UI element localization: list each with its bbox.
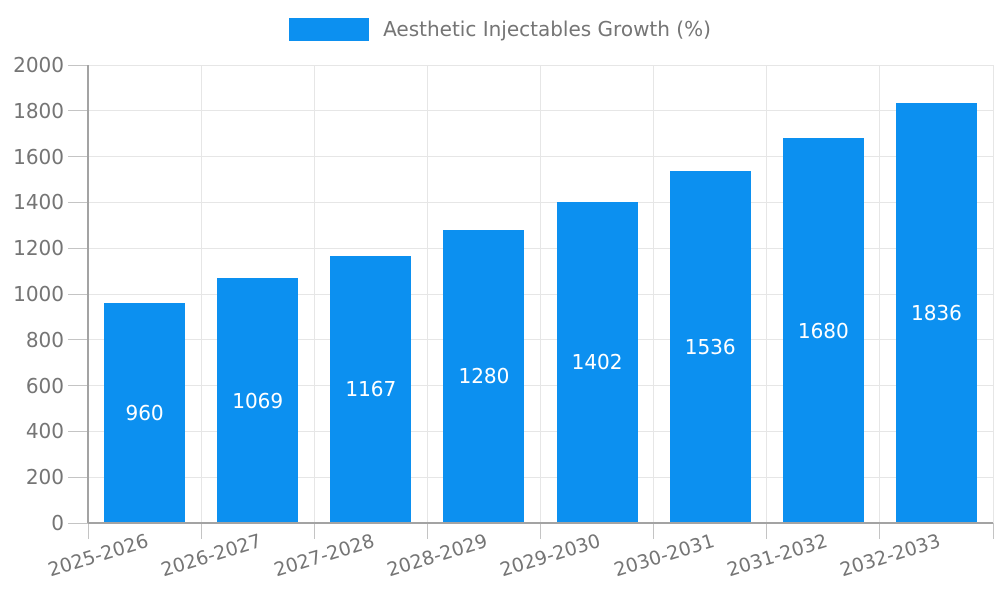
y-axis-label: 200 [25, 465, 64, 490]
bar[interactable]: 1069 [217, 278, 299, 523]
y-axis-tick [68, 64, 88, 66]
gridline-vertical [766, 65, 768, 523]
x-axis-tick [200, 523, 202, 539]
y-axis-tick [68, 156, 88, 158]
gridline-vertical [879, 65, 881, 523]
y-axis-tick [68, 247, 88, 249]
bar-value-label: 1836 [910, 300, 962, 325]
y-axis-label: 600 [25, 373, 64, 398]
x-axis-tick [766, 523, 768, 539]
gridline-vertical [313, 65, 315, 523]
bar[interactable]: 960 [104, 303, 186, 523]
x-axis-tick [992, 523, 994, 539]
x-axis-tick [879, 523, 881, 539]
bar-value-label: 1536 [684, 335, 736, 360]
gridline-vertical [426, 65, 428, 523]
y-axis-label: 800 [25, 327, 64, 352]
bar[interactable]: 1402 [556, 201, 638, 523]
y-axis-tick [68, 110, 88, 112]
x-axis-label: 2026-2027 [158, 530, 265, 582]
x-axis-tick [313, 523, 315, 539]
y-axis-label: 1800 [13, 98, 64, 123]
x-axis-label: 2025-2026 [45, 530, 151, 582]
bar-value-label: 1680 [797, 318, 849, 343]
x-axis-tick [87, 523, 89, 539]
x-axis-label: 2032-2033 [837, 530, 943, 582]
y-axis-tick [68, 385, 88, 387]
x-axis-tick [540, 523, 541, 539]
x-axis-label: 2031-2032 [724, 530, 830, 582]
bar-value-label: 960 [125, 401, 164, 426]
gridline-vertical [540, 65, 541, 523]
bar[interactable]: 1536 [669, 171, 751, 523]
y-axis-label: 1200 [13, 236, 64, 261]
y-axis-tick [68, 476, 88, 478]
bar[interactable]: 1836 [895, 102, 977, 523]
gridline-vertical [653, 65, 655, 523]
x-axis-tick [653, 523, 655, 539]
y-axis-tick [68, 201, 88, 203]
gridline-vertical [200, 65, 202, 523]
x-axis-label: 2028-2029 [384, 530, 491, 582]
x-axis-label: 2030-2031 [611, 530, 717, 582]
y-axis-label: 1400 [13, 190, 64, 215]
y-axis-label: 2000 [13, 53, 64, 77]
y-axis-tick [68, 522, 88, 524]
x-axis-label: 2029-2030 [498, 530, 604, 582]
y-axis-label: 1000 [13, 282, 64, 306]
y-axis-label: 0 [51, 511, 64, 535]
bar-value-label: 1069 [232, 388, 284, 413]
y-axis-tick [68, 293, 88, 295]
bar[interactable]: 1167 [330, 255, 412, 523]
bar-value-label: 1167 [345, 377, 397, 402]
y-axis-line [87, 65, 89, 523]
x-axis-line [88, 522, 993, 524]
y-axis-tick [68, 339, 88, 341]
y-axis-label: 400 [25, 419, 64, 444]
bar-value-label: 1280 [458, 364, 510, 389]
gridline-vertical [992, 65, 994, 523]
bar[interactable]: 1280 [443, 229, 525, 523]
legend-label[interactable]: Aesthetic Injectables Growth (%) [383, 17, 711, 41]
x-axis-label: 2027-2028 [271, 530, 378, 582]
legend: Aesthetic Injectables Growth (%) [0, 17, 1000, 41]
y-axis-label: 1600 [13, 144, 64, 169]
y-axis-tick [68, 430, 88, 432]
legend-swatch[interactable] [289, 17, 370, 41]
bar[interactable]: 1680 [782, 138, 864, 523]
x-axis-tick [426, 523, 428, 539]
bar-value-label: 1402 [571, 350, 623, 375]
